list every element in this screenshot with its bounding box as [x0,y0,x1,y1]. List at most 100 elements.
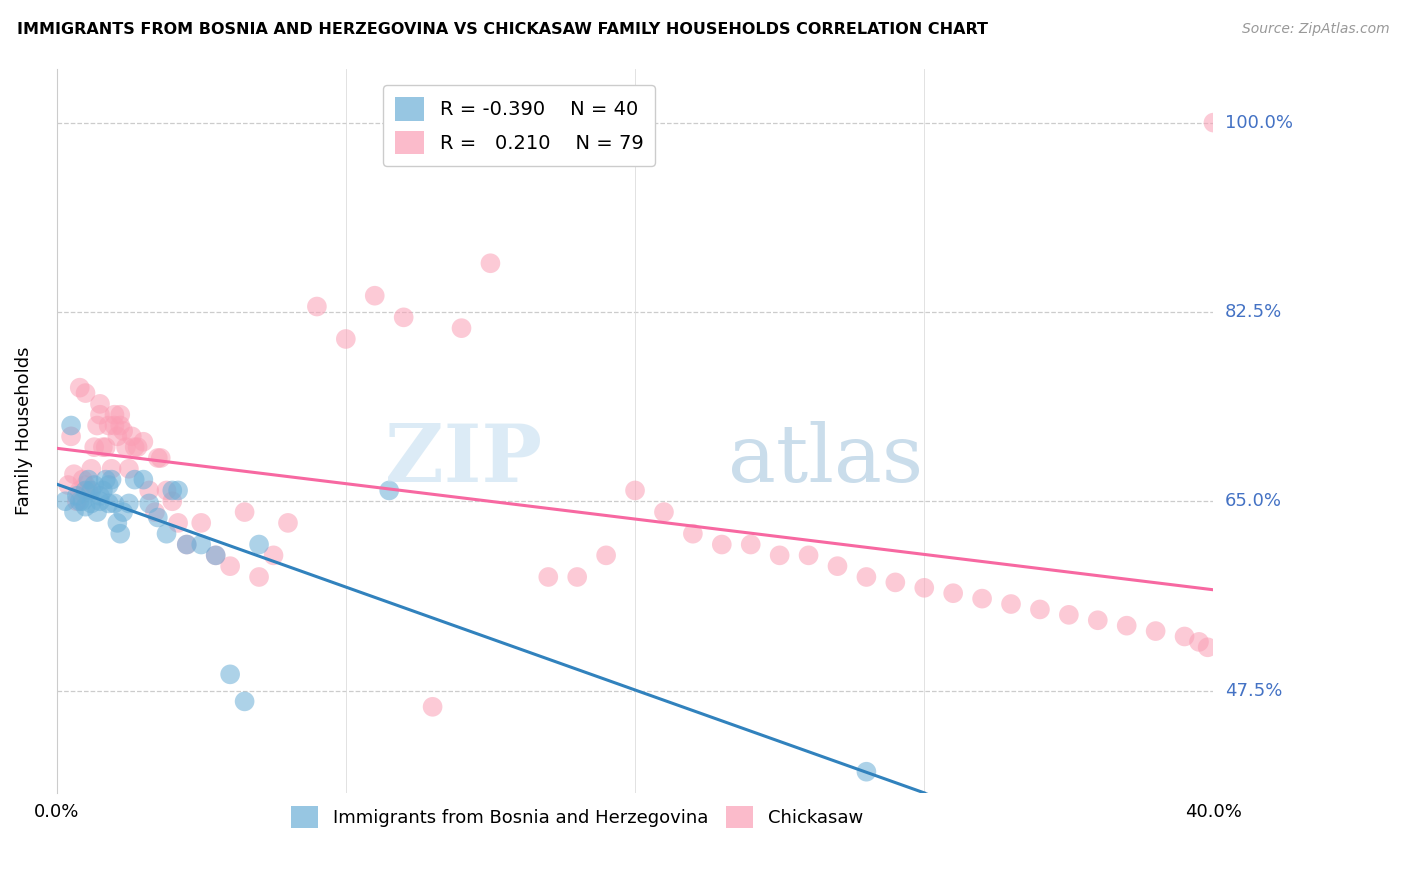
Point [567,570,589,584]
Point [1087,613,1109,627]
Point [69,381,91,395]
Point [80,496,103,510]
Point [132,434,155,449]
Point [75,483,97,498]
Point [105,516,128,530]
Point [75,386,97,401]
Point [1029,602,1052,616]
Point [89,489,111,503]
Text: Source: ZipAtlas.com: Source: ZipAtlas.com [1241,22,1389,37]
Point [797,549,820,563]
Point [89,397,111,411]
Point [155,526,177,541]
Point [63,467,86,482]
Point [121,429,143,443]
Point [94,473,117,487]
Point [146,450,169,465]
Point [219,559,242,574]
Point [884,575,907,590]
Point [422,699,444,714]
Point [110,526,132,541]
Point [1057,607,1080,622]
Point [652,505,675,519]
Point [162,494,184,508]
Point [247,570,270,584]
Text: atlas: atlas [727,421,922,499]
Point [124,440,146,454]
Point [219,667,242,681]
Text: IMMIGRANTS FROM BOSNIA AND HERZEGOVINA VS CHICKASAW FAMILY HOUSEHOLDS CORRELATIO: IMMIGRANTS FROM BOSNIA AND HERZEGOVINA V… [17,22,988,37]
Point [60,429,83,443]
Point [83,440,105,454]
Point [118,496,141,510]
Point [155,483,177,498]
Text: ZIP: ZIP [385,421,543,499]
Point [97,418,120,433]
Point [100,462,122,476]
Point [89,494,111,508]
Point [86,418,108,433]
Point [80,483,103,498]
Point [176,537,198,551]
Point [1000,597,1022,611]
Point [138,496,160,510]
Legend: Immigrants from Bosnia and Herzegovina, Chickasaw: Immigrants from Bosnia and Herzegovina, … [284,798,870,835]
Point [682,526,704,541]
Point [450,321,472,335]
Point [132,473,155,487]
Point [176,537,198,551]
Point [204,549,226,563]
Point [127,440,149,454]
Point [624,483,647,498]
Point [479,256,502,270]
Point [72,494,94,508]
Point [103,496,125,510]
Point [110,418,132,433]
Point [305,300,328,314]
Point [277,516,299,530]
Point [537,570,560,584]
Point [710,537,733,551]
Point [392,310,415,325]
Point [855,570,877,584]
Point [80,462,103,476]
Point [89,408,111,422]
Point [83,478,105,492]
Point [167,483,190,498]
Point [1197,640,1219,655]
Point [233,505,256,519]
Point [75,478,97,492]
Point [53,494,76,508]
Point [1202,115,1225,129]
Point [167,516,190,530]
Y-axis label: Family Households: Family Households [15,347,32,516]
Point [143,505,166,519]
Point [378,483,401,498]
Point [69,494,91,508]
Point [86,505,108,519]
Point [595,549,617,563]
Point [97,478,120,492]
Point [827,559,849,574]
Point [1144,624,1167,638]
Point [972,591,994,606]
Point [56,478,79,492]
Text: 100.0%: 100.0% [1225,113,1292,132]
Point [112,424,135,438]
Text: 82.5%: 82.5% [1225,303,1282,321]
Point [1173,630,1195,644]
Point [247,537,270,551]
Point [115,440,138,454]
Point [66,494,89,508]
Point [190,537,212,551]
Point [263,549,285,563]
Point [110,408,132,422]
Point [66,489,89,503]
Point [162,483,184,498]
Point [112,505,135,519]
Point [1115,618,1137,632]
Point [77,483,100,498]
Point [1188,635,1211,649]
Text: 65.0%: 65.0% [1225,492,1282,510]
Point [146,510,169,524]
